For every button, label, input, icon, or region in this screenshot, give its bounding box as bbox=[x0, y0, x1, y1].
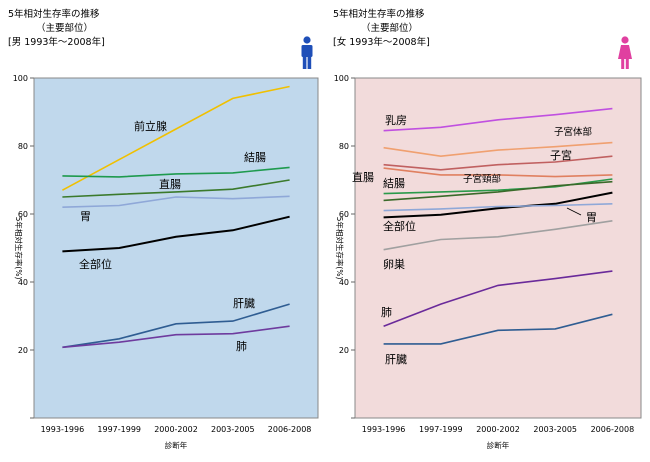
y-tick-label: 80 bbox=[339, 142, 349, 151]
series-line bbox=[383, 270, 613, 327]
series-label: 全部位 bbox=[383, 219, 416, 233]
series-label: 直腸 bbox=[352, 170, 374, 184]
x-tick-label: 1997-1999 bbox=[419, 425, 463, 434]
male-panel: 5年相対生存率の推移 （主要部位） [男 1993年～2008年] 20 40 60… bbox=[8, 8, 319, 450]
series-line bbox=[62, 215, 290, 253]
series-label: 肺 bbox=[381, 306, 392, 319]
chart-title: 5年相対生存率の推移 bbox=[8, 9, 100, 20]
series-line bbox=[383, 220, 613, 251]
series-label: 前立腺 bbox=[134, 119, 167, 133]
series-label: 肝臓 bbox=[233, 297, 255, 310]
male-survival-chart: 20 40 60 80 100 1993-1996 1997-1999 2000-2002 20… bbox=[13, 74, 319, 450]
plot-area bbox=[33, 77, 319, 419]
series-line bbox=[383, 313, 613, 345]
series-label: 胃 bbox=[80, 210, 91, 223]
x-tick-label: 1993-1996 bbox=[362, 425, 406, 434]
series-label: 子宮頸部 bbox=[463, 173, 501, 185]
y-axis-label: 5年相対生存率(%) bbox=[335, 217, 345, 280]
label-leader-line bbox=[566, 207, 582, 216]
male-person-icon bbox=[301, 36, 313, 69]
series-label: 卵巣 bbox=[383, 258, 405, 271]
series-line bbox=[62, 166, 290, 178]
series-label: 全部位 bbox=[79, 257, 112, 271]
series-line bbox=[383, 191, 613, 219]
y-tick-label: 100 bbox=[13, 74, 28, 83]
series-label: 子宮体部 bbox=[554, 126, 592, 138]
series-line bbox=[62, 303, 290, 349]
x-tick-label: 1993-1996 bbox=[41, 425, 85, 434]
male-title-block: 5年相対生存率の推移 （主要部位） [男 1993年～2008年] bbox=[8, 8, 105, 50]
y-axis-label: 5年相対生存率(%) bbox=[14, 217, 24, 280]
x-tick-label: 2006-2008 bbox=[268, 425, 312, 434]
y-tick-label: 100 bbox=[334, 74, 349, 83]
y-tick-label: 20 bbox=[339, 346, 349, 355]
series-line bbox=[383, 141, 613, 158]
female-title-block: 5年相対生存率の推移 （主要部位） [女 1993年～2008年] bbox=[333, 8, 430, 50]
x-axis-label: 診断年 bbox=[487, 440, 510, 450]
plot-area bbox=[354, 77, 642, 419]
y-tick-label: 60 bbox=[18, 210, 28, 219]
chart-subtitle: （主要部位） bbox=[36, 23, 94, 34]
x-tick-label: 1997-1999 bbox=[97, 425, 141, 434]
series-label: 子宮 bbox=[550, 148, 572, 162]
series-line bbox=[383, 155, 613, 171]
female-survival-chart: 20 40 60 80 100 1993-1996 1997-1999 2000-2002 20… bbox=[334, 74, 642, 450]
series-label: 直腸 bbox=[159, 177, 181, 191]
female-person-icon bbox=[618, 36, 632, 69]
series-label: 胃 bbox=[586, 211, 597, 224]
chart-title: 5年相対生存率の推移 bbox=[333, 9, 425, 20]
x-tick-label: 2003-2005 bbox=[211, 425, 255, 434]
x-tick-label: 2006-2008 bbox=[591, 425, 635, 434]
series-line bbox=[383, 167, 613, 178]
x-tick-label: 2000-2002 bbox=[154, 425, 198, 434]
y-tick-label: 20 bbox=[18, 346, 28, 355]
series-label: 結腸 bbox=[244, 150, 266, 164]
series-label: 肝臓 bbox=[385, 353, 407, 366]
female-panel: 5年相対生存率の推移 （主要部位） [女 1993年～2008年] 20 40 60… bbox=[325, 0, 650, 462]
series-line bbox=[62, 325, 290, 349]
series-line bbox=[383, 203, 613, 212]
x-axis-label: 診断年 bbox=[165, 440, 188, 450]
series-line bbox=[62, 179, 290, 198]
chart-period: [男 1993年～2008年] bbox=[8, 37, 105, 48]
y-tick-label: 40 bbox=[339, 278, 349, 287]
series-label: 肺 bbox=[236, 340, 247, 353]
series-line bbox=[383, 180, 613, 202]
y-tick-label: 40 bbox=[18, 278, 28, 287]
y-tick-label: 60 bbox=[339, 210, 349, 219]
chart-subtitle: （主要部位） bbox=[361, 23, 419, 34]
x-tick-label: 2003-2005 bbox=[533, 425, 577, 434]
series-label: 乳房 bbox=[385, 114, 407, 127]
chart-period: [女 1993年～2008年] bbox=[333, 37, 430, 48]
series-label: 結腸 bbox=[383, 176, 405, 190]
series-line bbox=[62, 85, 290, 191]
x-tick-label: 2000-2002 bbox=[476, 425, 520, 434]
series-line bbox=[62, 195, 290, 208]
y-tick-label: 80 bbox=[18, 142, 28, 151]
series-line bbox=[383, 107, 613, 132]
